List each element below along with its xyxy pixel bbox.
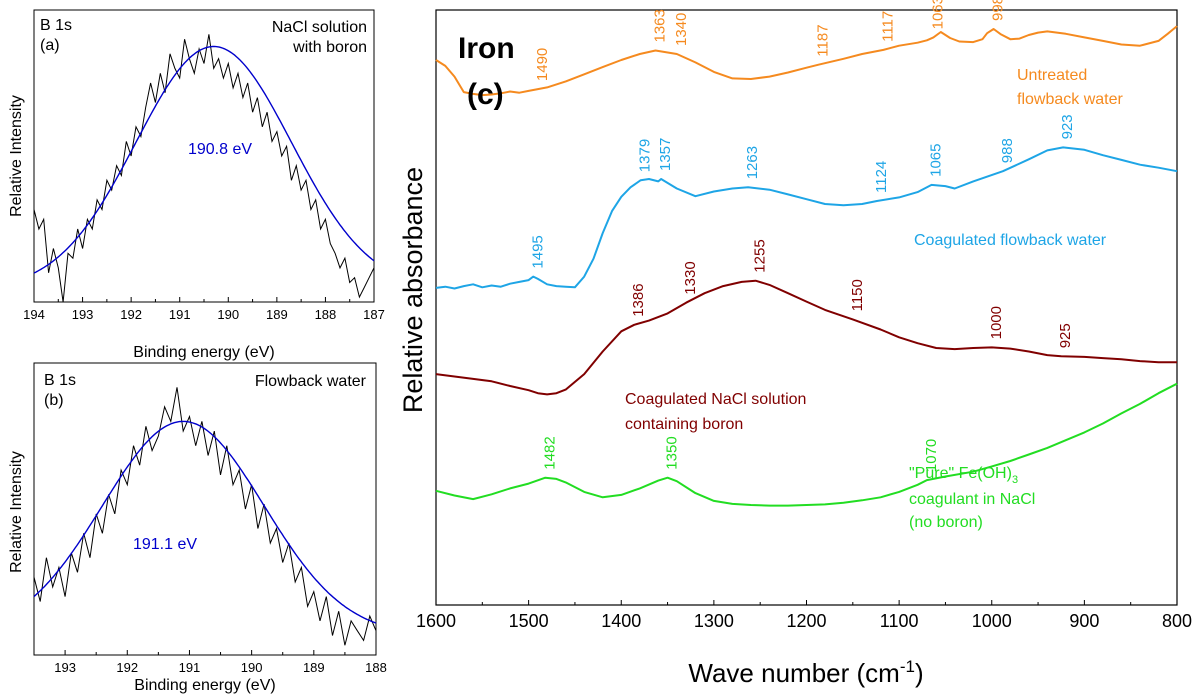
- panel-a-x-ticks: 194 193 192 191 190 189 188 187: [23, 297, 385, 322]
- series-label-coagulated-nacl-line-2: containing boron: [625, 416, 743, 433]
- peak-annotation-1150: 1150: [849, 279, 866, 311]
- x-tick-label: 192: [116, 660, 138, 675]
- x-tick-label: 1200: [786, 611, 826, 631]
- x-tick-label: 193: [54, 660, 76, 675]
- peak-annotation-1070: 1070: [923, 439, 940, 472]
- x-tick-label: 187: [363, 307, 385, 322]
- series-untreated-flowback-line: [435, 25, 1178, 97]
- panel-b-x-axis-label: Binding energy (eV): [134, 677, 275, 694]
- series-label-pure-line-1: "Pure" Fe(OH)3: [909, 465, 1018, 486]
- series-label-coagulated-flowback: Coagulated flowback water: [914, 232, 1107, 249]
- panel-c-plot-area: [435, 25, 1178, 507]
- peak-annotation-925: 925: [1057, 323, 1074, 348]
- series-coagulated-flowback-line: [435, 146, 1178, 290]
- panel-c-title-line-2: (c): [467, 78, 504, 111]
- panel-b-frame: [33, 362, 377, 656]
- panel-a: 194 193 192 191 190 189 188 187 B 1s (a) NaCl s…: [8, 9, 385, 361]
- x-tick-label: 193: [72, 307, 94, 322]
- peak-annotation-1340: 1340: [673, 13, 690, 46]
- x-tick-label: 190: [217, 307, 239, 322]
- gaussian-fit-line: [33, 45, 375, 274]
- panel-a-plot-area: [33, 34, 375, 303]
- peak-annotation-1124: 1124: [873, 161, 890, 193]
- x-tick-label: 189: [266, 307, 288, 322]
- series-coagulated-nacl-line: [435, 279, 1177, 396]
- panel-a-sample-label-line-2: with boron: [292, 39, 367, 56]
- x-tick-label: 1400: [601, 611, 641, 631]
- panel-c-x-ticks: 1600 1500 1400 1300 1200 1100 1000 900 800: [416, 600, 1192, 631]
- panel-c: 1600 1500 1400 1300 1200 1100 1000 900 800 14901…: [398, 0, 1192, 688]
- panel-c-peak-annotations: 1490 1363 1340 1187 1117 1063 998 1495 1379 1357 1…: [529, 0, 1076, 472]
- peak-annotation-1357: 1357: [657, 138, 674, 171]
- panel-a-tag: (a): [40, 37, 60, 54]
- x-tick-label: 191: [179, 660, 201, 675]
- x-tick-label: 1000: [972, 611, 1012, 631]
- x-tick-label: 188: [315, 307, 337, 322]
- panel-a-element-label: B 1s: [40, 17, 72, 34]
- peak-annotation-1063: 1063: [929, 0, 946, 29]
- panel-b-x-ticks: 193 192 191 190 189 188: [54, 650, 387, 675]
- x-tick-label: 1600: [416, 611, 456, 631]
- peak-annotation-1255: 1255: [752, 239, 769, 272]
- x-tick-label: 190: [241, 660, 263, 675]
- panel-a-sample-label-line-1: NaCl solution: [272, 19, 367, 36]
- peak-annotation-1330: 1330: [682, 261, 699, 294]
- x-tick-label: 189: [303, 660, 325, 675]
- panel-c-x-axis-label: Wave number (cm-1): [688, 657, 923, 688]
- x-tick-label: 194: [23, 307, 45, 322]
- series-label-untreated-line-2: flowback water: [1017, 91, 1123, 108]
- panel-c-y-axis-label: Relative absorbance: [398, 167, 428, 413]
- x-tick-label: 800: [1162, 611, 1192, 631]
- peak-annotation-1386: 1386: [630, 283, 647, 316]
- series-label-untreated-line-1: Untreated: [1017, 67, 1087, 84]
- peak-annotation-1000: 1000: [988, 306, 1005, 339]
- raw-spectrum-line: [33, 387, 377, 646]
- panel-a-peak-label: 190.8 eV: [188, 141, 252, 158]
- x-tick-label: 1300: [694, 611, 734, 631]
- panel-b-sample-label: Flowback water: [255, 373, 367, 390]
- peak-annotation-1379: 1379: [637, 139, 654, 172]
- raw-spectrum-line: [33, 34, 375, 303]
- peak-annotation-1363: 1363: [651, 9, 668, 42]
- x-tick-label: 1100: [880, 611, 919, 631]
- peak-annotation-1263: 1263: [744, 146, 761, 179]
- panel-a-y-axis-label: Relative Intensity: [8, 95, 25, 217]
- peak-annotation-1350: 1350: [664, 436, 681, 469]
- peak-annotation-1187: 1187: [814, 24, 831, 56]
- peak-annotation-1495: 1495: [529, 235, 546, 268]
- peak-annotation-998: 998: [990, 0, 1007, 21]
- panel-b: 193 192 191 190 189 188 B 1s (b) Flowback wat…: [8, 362, 387, 694]
- peak-annotation-1065: 1065: [927, 144, 944, 177]
- x-tick-label: 192: [120, 307, 142, 322]
- x-tick-label: 191: [169, 307, 191, 322]
- peak-annotation-1482: 1482: [541, 436, 558, 469]
- gaussian-fit-line: [33, 420, 377, 624]
- series-label-pure-line-2: coagulant in NaCl: [909, 491, 1035, 508]
- panel-b-plot-area: [33, 387, 377, 646]
- peak-annotation-1490: 1490: [534, 48, 551, 81]
- x-tick-label: 1500: [509, 611, 549, 631]
- series-pure-feoh3-line: [435, 382, 1178, 507]
- panel-b-element-label: B 1s: [44, 372, 76, 389]
- panel-c-title-line-1: Iron: [458, 32, 515, 65]
- x-tick-label: 188: [365, 660, 387, 675]
- panel-b-tag: (b): [44, 392, 64, 409]
- peak-annotation-923: 923: [1059, 114, 1076, 139]
- series-label-coagulated-nacl-line-1: Coagulated NaCl solution: [625, 391, 806, 408]
- peak-annotation-988: 988: [999, 138, 1016, 163]
- x-tick-label: 900: [1069, 611, 1099, 631]
- series-label-pure-line-3: (no boron): [909, 514, 983, 531]
- panel-b-y-axis-label: Relative Intensity: [8, 451, 25, 573]
- panel-a-x-axis-label: Binding energy (eV): [133, 344, 274, 361]
- panel-b-peak-label: 191.1 eV: [133, 536, 197, 553]
- peak-annotation-1117: 1117: [879, 11, 896, 42]
